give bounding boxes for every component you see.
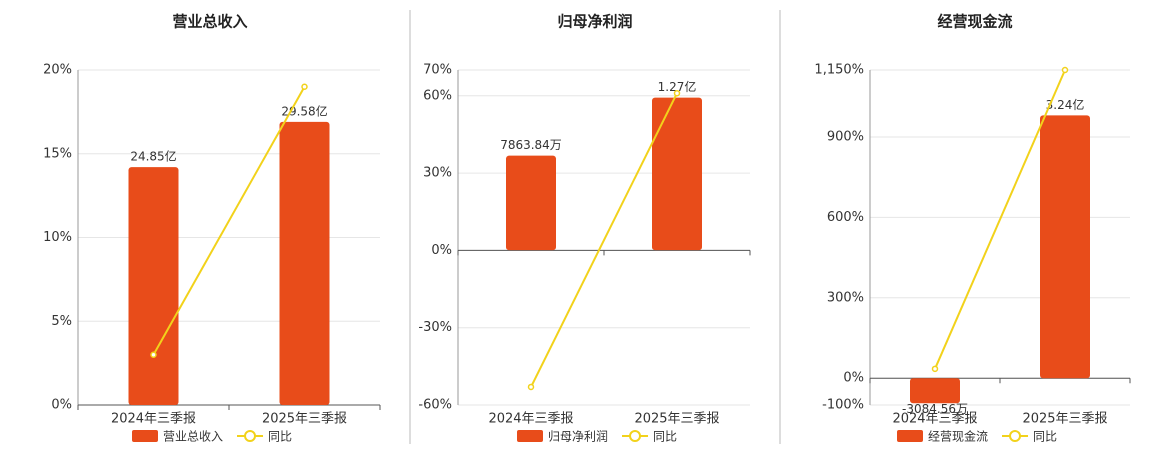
line — [530, 92, 678, 388]
line-marker — [527, 383, 535, 391]
line-marker — [301, 83, 308, 90]
legend-label: 同比 — [653, 430, 677, 444]
y-tick-label: -60% — [418, 398, 452, 413]
x-tick-label: 2025年三季报 — [634, 412, 719, 427]
line — [934, 69, 1066, 370]
y-tick-label: 0% — [431, 243, 452, 258]
y-tick-label: 5% — [51, 314, 72, 329]
x-tick-label: 2024年三季报 — [892, 412, 977, 427]
x-tick-label: 2025年三季报 — [262, 412, 347, 427]
x-tick-label: 2024年三季报 — [111, 412, 196, 427]
legend-label: 营业总收入 — [163, 430, 223, 444]
y-tick-label: 0% — [843, 371, 864, 386]
x-tick-label: 2025年三季报 — [1022, 412, 1107, 427]
x-tick-label: 2024年三季报 — [488, 412, 573, 427]
legend-label: 同比 — [268, 430, 292, 444]
y-tick-label: -30% — [418, 320, 452, 335]
bar — [128, 167, 179, 405]
bar — [910, 378, 960, 404]
y-tick-label: 300% — [827, 290, 864, 305]
line-marker — [150, 351, 157, 358]
chart-title: 经营现金流 — [937, 13, 1012, 31]
y-tick-label: 30% — [423, 166, 452, 181]
bar — [279, 121, 330, 406]
bar — [1040, 115, 1090, 379]
value-label: 1.27亿 — [658, 79, 697, 94]
y-tick-label: 10% — [43, 230, 72, 245]
y-tick-label: 70% — [423, 63, 452, 78]
chart-title: 归母净利润 — [557, 13, 632, 31]
y-tick-label: 60% — [423, 88, 452, 103]
y-tick-label: 20% — [43, 63, 72, 78]
line-marker — [931, 365, 939, 373]
bar — [506, 155, 556, 251]
line-marker — [673, 89, 681, 97]
y-tick-label: 15% — [43, 146, 72, 161]
legend-swatch — [244, 430, 257, 442]
y-tick-label: 900% — [827, 130, 864, 145]
y-tick-label: 600% — [827, 210, 864, 225]
value-label: 24.85亿 — [130, 149, 176, 164]
value-label: 7863.84万 — [500, 138, 562, 152]
bar — [652, 97, 702, 251]
line — [152, 86, 306, 356]
legend-label: 归母净利润 — [548, 430, 608, 444]
legend-swatch — [897, 430, 923, 442]
value-label: -3084.56万 — [902, 402, 968, 416]
legend-swatch — [1009, 430, 1022, 442]
value-label: 3.24亿 — [1046, 97, 1085, 112]
legend-swatch — [517, 430, 543, 442]
legend-label: 同比 — [1033, 430, 1057, 444]
legend-swatch — [629, 430, 642, 442]
legend-swatch — [132, 430, 158, 442]
line-marker — [1061, 66, 1069, 74]
legend-label: 经营现金流 — [928, 429, 988, 444]
y-tick-label: 1,150% — [814, 63, 864, 78]
chart-title: 营业总收入 — [172, 13, 247, 31]
y-tick-label: 0% — [51, 398, 72, 413]
y-tick-label: -100% — [822, 398, 864, 413]
